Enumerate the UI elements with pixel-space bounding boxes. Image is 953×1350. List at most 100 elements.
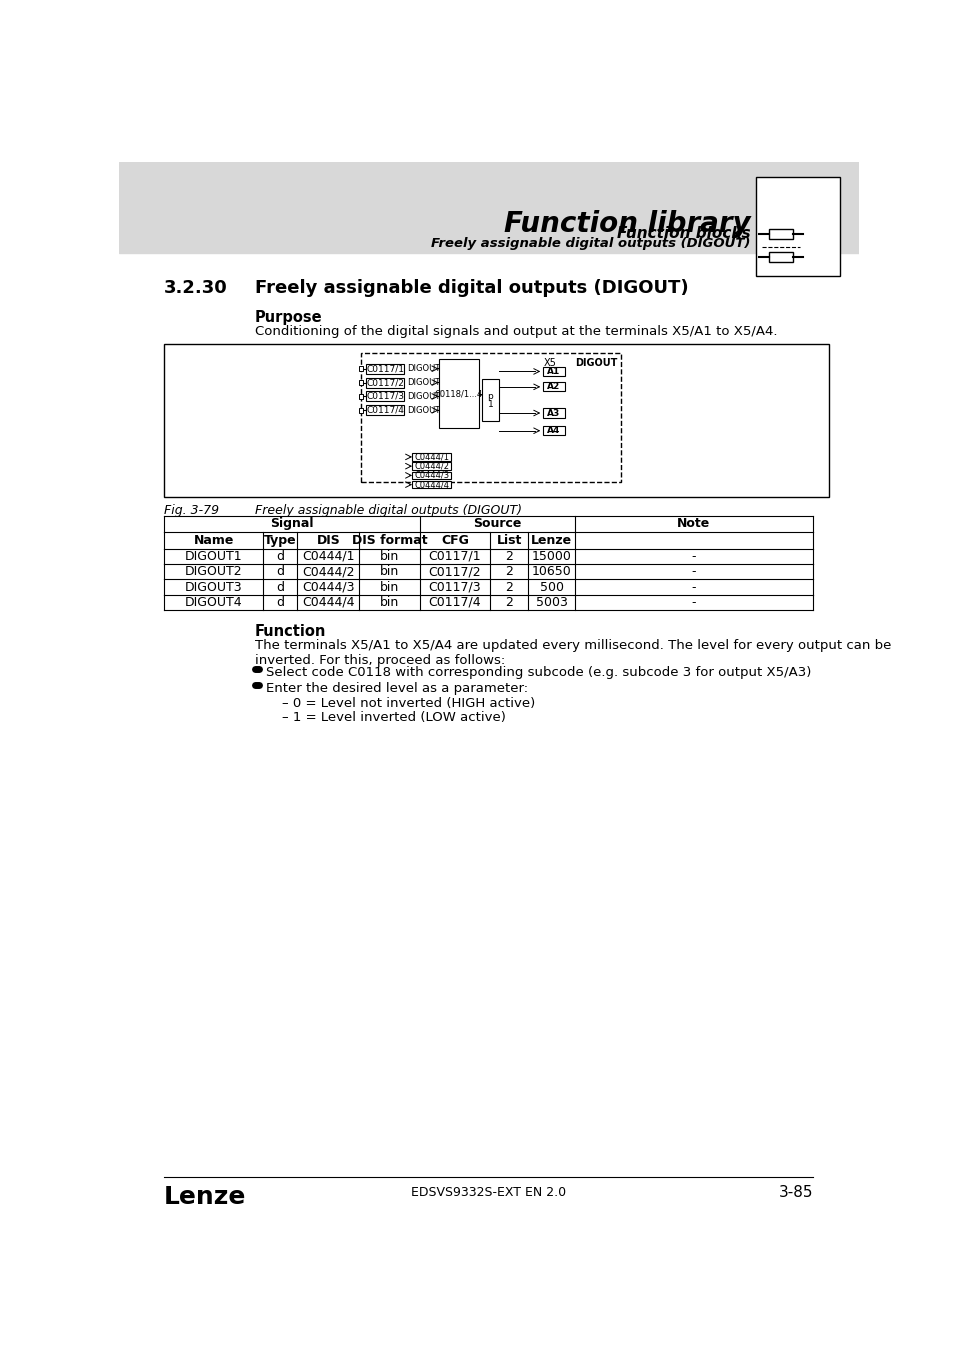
Bar bbox=[412, 462, 451, 470]
Bar bbox=[481, 379, 498, 421]
Text: A2: A2 bbox=[547, 382, 560, 391]
Text: bin: bin bbox=[379, 549, 399, 563]
Bar bbox=[756, 177, 840, 275]
Bar bbox=[358, 394, 363, 398]
Bar bbox=[365, 405, 404, 416]
Bar bbox=[768, 252, 793, 262]
Bar bbox=[365, 363, 404, 374]
Bar bbox=[412, 471, 451, 479]
Text: 1: 1 bbox=[487, 400, 493, 409]
Text: DIGOUT2: DIGOUT2 bbox=[185, 566, 242, 578]
Text: Function library: Function library bbox=[504, 209, 750, 238]
Bar bbox=[412, 481, 451, 489]
Text: 500: 500 bbox=[539, 580, 563, 594]
Text: C0117/3: C0117/3 bbox=[366, 392, 404, 401]
Bar bbox=[119, 162, 858, 252]
Text: Lenze: Lenze bbox=[531, 533, 572, 547]
Text: The terminals X5/A1 to X5/A4 are updated every millisecond. The level for every : The terminals X5/A1 to X5/A4 are updated… bbox=[254, 640, 890, 667]
Text: DIS: DIS bbox=[316, 533, 340, 547]
Text: Enter the desired level as a parameter:: Enter the desired level as a parameter: bbox=[266, 682, 528, 695]
Text: Type: Type bbox=[264, 533, 296, 547]
Text: 2: 2 bbox=[504, 549, 513, 563]
Text: 15000: 15000 bbox=[531, 549, 571, 563]
Bar bbox=[358, 366, 363, 371]
Bar bbox=[358, 381, 363, 385]
Text: Name: Name bbox=[193, 533, 233, 547]
Text: bin: bin bbox=[379, 595, 399, 609]
Text: DIGOUT4: DIGOUT4 bbox=[185, 595, 242, 609]
Text: Freely assignable digital outputs (DIGOUT): Freely assignable digital outputs (DIGOU… bbox=[254, 504, 521, 517]
Bar bbox=[164, 344, 828, 497]
Text: d: d bbox=[276, 580, 284, 594]
Text: 2: 2 bbox=[504, 595, 513, 609]
Text: A1: A1 bbox=[547, 367, 560, 375]
Text: DIGOUT1: DIGOUT1 bbox=[185, 549, 242, 563]
Text: DIGOUT4: DIGOUT4 bbox=[407, 406, 446, 414]
Text: DIS format: DIS format bbox=[352, 533, 427, 547]
Text: C0444/4: C0444/4 bbox=[414, 481, 449, 489]
Text: DIGOUT1: DIGOUT1 bbox=[407, 364, 446, 373]
Text: List: List bbox=[496, 533, 521, 547]
Text: Select code C0118 with corresponding subcode (e.g. subcode 3 for output X5/A3): Select code C0118 with corresponding sub… bbox=[266, 667, 811, 679]
Text: C0444/1: C0444/1 bbox=[302, 549, 355, 563]
Text: 2: 2 bbox=[504, 566, 513, 578]
Text: Source: Source bbox=[473, 517, 521, 531]
Text: A3: A3 bbox=[547, 409, 560, 417]
Text: -: - bbox=[691, 566, 696, 578]
Text: A4: A4 bbox=[547, 427, 560, 435]
Text: CFG: CFG bbox=[440, 533, 468, 547]
Text: 10650: 10650 bbox=[531, 566, 571, 578]
Bar bbox=[542, 367, 564, 377]
Bar bbox=[542, 409, 564, 417]
Text: Function: Function bbox=[254, 624, 326, 639]
Text: bin: bin bbox=[379, 566, 399, 578]
Text: Purpose: Purpose bbox=[254, 310, 322, 325]
Text: C0444/3: C0444/3 bbox=[302, 580, 355, 594]
Text: C0444/1: C0444/1 bbox=[414, 452, 449, 462]
Bar bbox=[412, 454, 451, 460]
Text: C0444/4: C0444/4 bbox=[302, 595, 355, 609]
Text: C0117/4: C0117/4 bbox=[428, 595, 480, 609]
Text: C0118/1...4: C0118/1...4 bbox=[435, 389, 482, 398]
Text: bin: bin bbox=[379, 580, 399, 594]
Bar bbox=[542, 382, 564, 391]
Text: d: d bbox=[276, 549, 284, 563]
Text: – 1 = Level inverted (LOW active): – 1 = Level inverted (LOW active) bbox=[282, 711, 505, 724]
Text: X5: X5 bbox=[543, 358, 557, 367]
Text: EDSVS9332S-EXT EN 2.0: EDSVS9332S-EXT EN 2.0 bbox=[411, 1187, 566, 1199]
Text: 3-85: 3-85 bbox=[778, 1184, 812, 1200]
Bar bbox=[360, 352, 620, 482]
Text: Lenze: Lenze bbox=[164, 1184, 246, 1208]
Text: Function blocks: Function blocks bbox=[617, 225, 750, 240]
Text: C0444/2: C0444/2 bbox=[414, 462, 449, 471]
Bar bbox=[365, 378, 404, 387]
Text: C0117/2: C0117/2 bbox=[366, 378, 403, 387]
Text: d: d bbox=[276, 566, 284, 578]
Text: C0117/4: C0117/4 bbox=[366, 406, 403, 414]
Text: p: p bbox=[487, 392, 493, 401]
Text: DIGOUT3: DIGOUT3 bbox=[185, 580, 242, 594]
Text: DIGOUT: DIGOUT bbox=[575, 358, 617, 369]
Text: -: - bbox=[691, 580, 696, 594]
Text: -: - bbox=[691, 549, 696, 563]
Text: Freely assignable digital outputs (DIGOUT): Freely assignable digital outputs (DIGOU… bbox=[431, 236, 750, 250]
Bar bbox=[542, 427, 564, 435]
Text: C0444/3: C0444/3 bbox=[414, 471, 449, 479]
Text: d: d bbox=[276, 595, 284, 609]
Text: – 0 = Level not inverted (HIGH active): – 0 = Level not inverted (HIGH active) bbox=[282, 697, 535, 710]
Bar bbox=[365, 392, 404, 401]
Bar bbox=[358, 408, 363, 413]
Text: 2: 2 bbox=[504, 580, 513, 594]
Text: Fig. 3-79: Fig. 3-79 bbox=[164, 504, 219, 517]
Bar bbox=[768, 230, 793, 239]
Text: C0117/3: C0117/3 bbox=[428, 580, 480, 594]
Text: C0117/1: C0117/1 bbox=[366, 364, 404, 373]
Bar bbox=[438, 359, 478, 428]
Text: Signal: Signal bbox=[270, 517, 314, 531]
Text: DIGOUT2: DIGOUT2 bbox=[407, 378, 446, 387]
Text: C0117/1: C0117/1 bbox=[428, 549, 480, 563]
Text: 3.2.30: 3.2.30 bbox=[164, 279, 228, 297]
Text: 5003: 5003 bbox=[536, 595, 567, 609]
Text: C0117/2: C0117/2 bbox=[428, 566, 480, 578]
Text: C0444/2: C0444/2 bbox=[302, 566, 355, 578]
